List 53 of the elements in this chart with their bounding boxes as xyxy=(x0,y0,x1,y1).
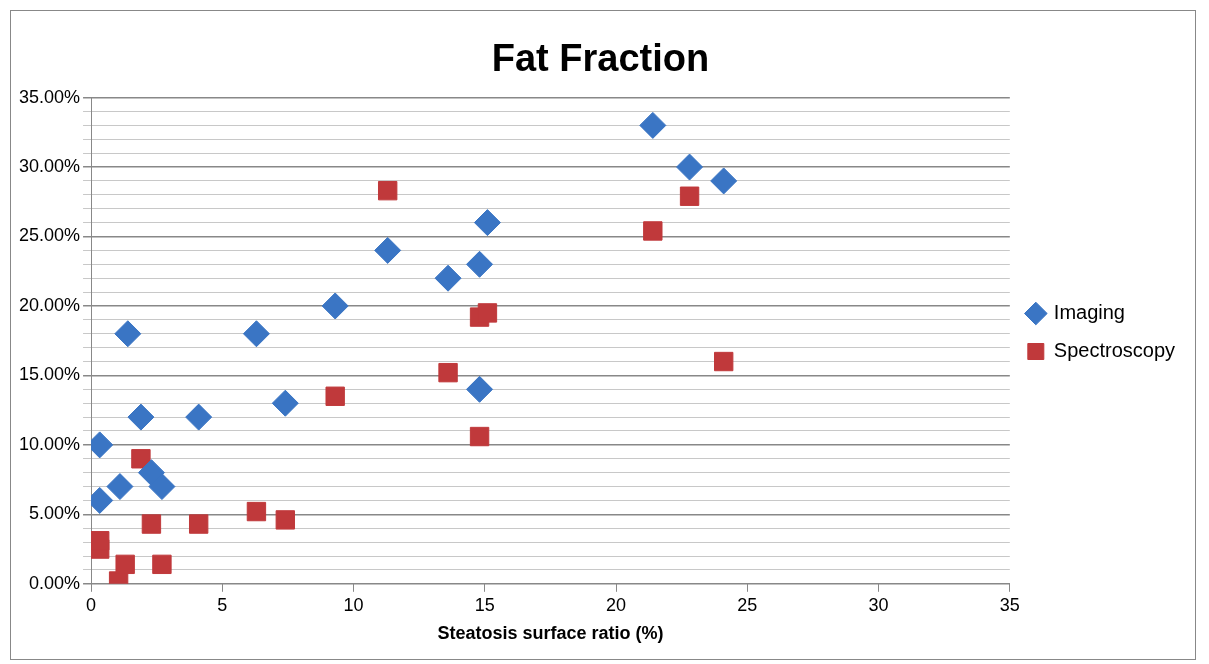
y-tick-label: 30.00% xyxy=(18,156,81,177)
point xyxy=(188,514,209,534)
x-tick-label: 25 xyxy=(737,594,758,615)
y-tick-label: 10.00% xyxy=(18,433,81,454)
point xyxy=(137,459,165,487)
point xyxy=(106,473,134,501)
point xyxy=(127,403,155,431)
x-tick-label: 5 xyxy=(217,594,228,615)
point xyxy=(321,292,349,320)
point xyxy=(271,389,299,417)
point xyxy=(679,186,700,206)
x-tick-label: 0 xyxy=(86,594,97,615)
point xyxy=(473,209,501,237)
point xyxy=(374,236,402,264)
point xyxy=(114,320,142,348)
point xyxy=(477,303,498,323)
legend-label: Imaging xyxy=(1053,301,1125,324)
point xyxy=(466,250,494,278)
point xyxy=(714,351,734,372)
point xyxy=(438,362,458,383)
x-tick-label: 35 xyxy=(999,594,1020,615)
point xyxy=(639,111,667,139)
point xyxy=(91,531,110,551)
y-tick-label: 5.00% xyxy=(29,503,81,524)
point xyxy=(246,501,267,522)
point xyxy=(131,449,151,469)
point xyxy=(469,426,490,447)
point xyxy=(676,153,704,181)
point xyxy=(185,403,213,431)
x-axis-title: Steatosis surface ratio (%) xyxy=(437,623,664,644)
y-tick-label: 25.00% xyxy=(18,225,81,246)
point xyxy=(325,386,345,406)
point xyxy=(466,375,494,403)
point xyxy=(643,221,663,241)
point xyxy=(377,180,398,201)
point xyxy=(152,554,172,575)
chart-title: Fat Fraction xyxy=(491,37,710,80)
point xyxy=(115,554,135,575)
x-tick-label: 15 xyxy=(474,594,495,615)
point xyxy=(434,264,462,292)
y-tick-label: 35.00% xyxy=(18,86,81,107)
y-tick-label: 20.00% xyxy=(18,294,81,315)
point xyxy=(710,167,738,195)
x-tick-label: 10 xyxy=(343,594,364,615)
point xyxy=(242,320,270,348)
x-tick-label: 30 xyxy=(868,594,889,615)
point xyxy=(141,514,162,534)
point xyxy=(148,473,176,501)
x-tick-label: 20 xyxy=(606,594,627,615)
y-tick-label: 0.00% xyxy=(29,572,81,593)
point xyxy=(275,510,295,530)
legend-label: Spectroscopy xyxy=(1053,339,1175,362)
y-tick-label: 15.00% xyxy=(18,364,81,385)
